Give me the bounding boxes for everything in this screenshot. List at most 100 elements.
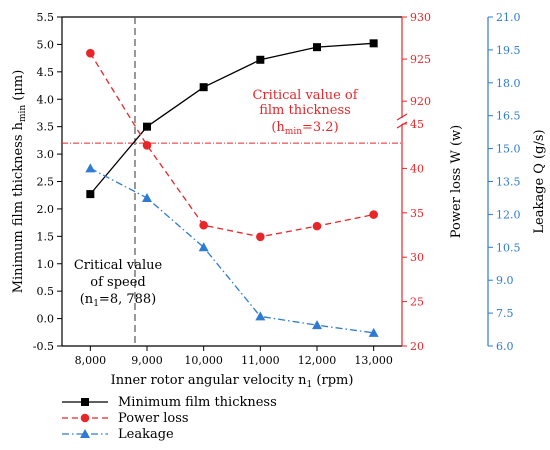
film-annotation-line3: (hmin=3.2) (271, 120, 338, 137)
leakage-tick-label: 10.5 (496, 241, 521, 254)
leakage-tick-label: 6.0 (496, 340, 514, 353)
data-point (368, 327, 379, 337)
power-tick-label: 30 (410, 251, 424, 264)
data-point (312, 221, 322, 231)
x-tick-label: 9,000 (131, 354, 163, 367)
legend-label: Minimum film thickness (118, 395, 277, 410)
legend-item: Minimum film thickness (62, 395, 277, 410)
power-tick-label: 925 (410, 53, 431, 66)
x-axis-label-unit: (rpm) (312, 373, 353, 388)
data-point (142, 141, 152, 150)
legend-marker (80, 413, 90, 423)
x-tick-label: 8,000 (75, 354, 107, 367)
power-axis-label: Power loss W (w) (449, 125, 464, 238)
speed-annotation-line2: of speed (90, 275, 145, 290)
series-line (89, 42, 374, 195)
data-point (256, 55, 265, 64)
series-minimum-film-thickness (86, 39, 378, 199)
series-layer (85, 39, 379, 337)
legend-item: Power loss (62, 411, 189, 426)
leakage-tick-label: 15.0 (496, 143, 521, 156)
left-tick-label: 1.0 (37, 258, 55, 271)
left-tick-label: 2.5 (37, 176, 55, 189)
film-annotation-sub: min (285, 127, 302, 137)
series-power-loss (86, 48, 378, 242)
data-point (369, 210, 378, 219)
leakage-tick-label: 21.0 (496, 11, 521, 24)
film-annotation-suffix: =3.2) (302, 120, 339, 135)
left-tick-label: 2.0 (37, 203, 55, 216)
leakage-tick-label: 18.0 (496, 77, 521, 90)
legend-marker (80, 429, 90, 438)
data-point (255, 311, 266, 321)
left-axis-label: Minimum film thickness hmin (μm) (11, 70, 28, 294)
leakage-tick-label: 12.0 (496, 208, 521, 221)
data-point (86, 190, 95, 199)
data-point (256, 232, 265, 242)
left-tick-label: 5.5 (37, 11, 55, 24)
data-point (85, 163, 96, 173)
speed-annotation-line1: Critical value (74, 258, 163, 273)
legend-label: Leakage (118, 427, 174, 442)
power-tick-label: 920 (410, 95, 431, 108)
power-axis-label-unit: (w) (449, 125, 464, 150)
left-tick-label: 3.0 (37, 148, 55, 161)
left-tick-label: -0.5 (33, 340, 54, 353)
left-axis-label-unit: (μm) (11, 70, 26, 105)
leakage-tick-label: 16.5 (496, 110, 521, 123)
leakage-tick-label: 13.5 (496, 176, 521, 189)
x-tick-label: 12,000 (298, 354, 337, 367)
left-tick-label: 3.5 (37, 121, 55, 134)
left-tick-label: 0.0 (37, 313, 55, 326)
legend-item: Leakage (62, 427, 174, 442)
leakage-tick-label: 19.5 (496, 44, 521, 57)
series-line (89, 52, 374, 238)
data-point (199, 83, 208, 92)
series-leakage (85, 163, 379, 337)
left-axis-label-sub: min (18, 105, 28, 122)
left-tick-label: 0.5 (37, 285, 55, 298)
speed-annotation-suffix: =8, 788) (99, 292, 156, 307)
x-axis-label-sub: 1 (307, 380, 313, 390)
data-point (312, 320, 322, 330)
power-tick-label: 25 (410, 296, 424, 309)
power-tick-label: 930 (410, 11, 431, 24)
power-tick-label: 40 (410, 162, 424, 175)
reference-lines (62, 17, 402, 346)
left-tick-label: 5.0 (37, 38, 55, 51)
left-tick-label: 4.0 (37, 93, 55, 106)
axis-break-mark (396, 113, 408, 121)
x-axis-label: Inner rotor angular velocity n1 (rpm) (111, 373, 354, 390)
axis-break-mark (396, 121, 408, 129)
data-point (313, 43, 321, 52)
leakage-tick-label: 9.0 (496, 274, 514, 287)
power-tick-label: 35 (410, 207, 424, 220)
left-tick-label: 4.5 (37, 66, 55, 79)
legend-marker (81, 398, 89, 406)
left-tick-label: 1.5 (37, 230, 55, 243)
legend-label: Power loss (118, 411, 189, 426)
leakage-axis-label: Leakage Q (g/s) (532, 129, 547, 233)
x-tick-label: 11,000 (241, 354, 280, 367)
film-annotation-line2: film thickness (259, 103, 351, 118)
x-tick-label: 13,000 (354, 354, 393, 367)
data-point (199, 220, 208, 230)
leakage-tick-label: 7.5 (496, 307, 514, 320)
data-point (142, 192, 152, 202)
series-line (90, 167, 374, 334)
power-tick-label: 45 (410, 118, 424, 131)
speed-annotation-sub: 1 (93, 299, 99, 309)
film-annotation-line1: Critical value of (252, 88, 358, 103)
power-tick-label: 20 (410, 340, 424, 353)
speed-annotation-line3: (n1=8, 788) (80, 292, 157, 309)
leakage-axis-label-unit: (g/s) (532, 129, 547, 163)
axes-layer: -0.5 0.0 0.5 1.0 1.5 2.0 2.5 3.0 3.5 4.0 4.5 5.0 5.5… (11, 11, 547, 390)
data-point (143, 122, 151, 131)
data-point (198, 242, 209, 252)
x-tick-label: 10,000 (184, 354, 223, 367)
data-point (86, 48, 95, 58)
data-point (369, 39, 378, 48)
